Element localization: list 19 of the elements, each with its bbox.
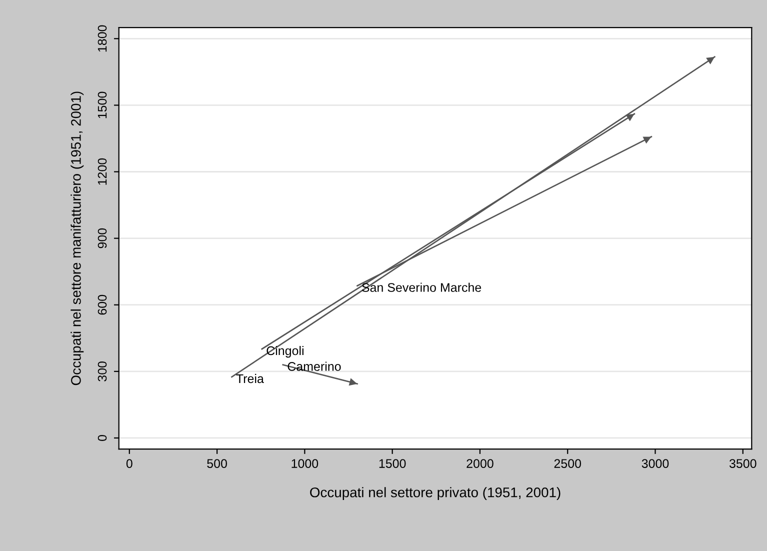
x-tick-label: 500: [207, 459, 227, 468]
y-tick-label: 1800: [98, 25, 107, 52]
x-tick-label: 0: [126, 459, 132, 468]
x-tick-label: 1000: [292, 459, 318, 468]
x-tick-label: 2000: [466, 459, 494, 468]
y-tick-label: 0: [98, 434, 107, 441]
x-tick-label: 2500: [554, 459, 582, 468]
y-axis-title: Occupati nel settore manifatturiero (1951, 2001): [70, 92, 84, 386]
y-tick-label: 1500: [98, 92, 107, 118]
y-tick-label: 900: [98, 228, 107, 248]
series-label: Treia: [236, 374, 264, 384]
y-tick-label: 600: [98, 294, 107, 315]
x-tick-label: 1500: [379, 459, 406, 468]
x-tick-label: 3000: [642, 459, 669, 468]
y-tick-label: 1200: [98, 158, 107, 185]
x-axis-title: Occupati nel settore privato (1951, 2001): [310, 487, 560, 500]
y-tick-label: 300: [98, 361, 107, 382]
x-tick-label: 3500: [729, 459, 756, 468]
series-label: Camerino: [288, 362, 341, 371]
